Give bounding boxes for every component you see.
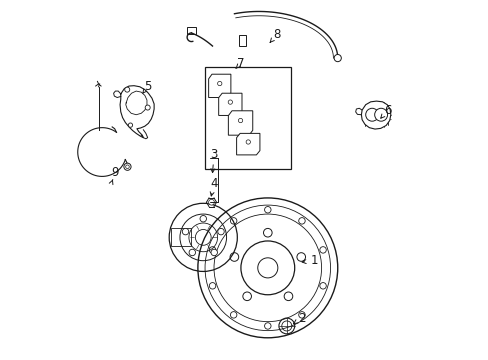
Polygon shape [218, 93, 242, 116]
Polygon shape [361, 101, 390, 129]
Bar [187, 27, 196, 34]
Bar [239, 36, 246, 46]
Circle shape [228, 100, 232, 104]
Text: 3: 3 [210, 148, 217, 161]
Text: 7: 7 [237, 57, 244, 70]
Circle shape [230, 312, 236, 318]
Circle shape [124, 87, 129, 92]
Circle shape [238, 118, 242, 123]
Polygon shape [236, 134, 260, 155]
Text: 9: 9 [111, 166, 119, 179]
Circle shape [217, 81, 222, 86]
Circle shape [208, 199, 214, 205]
Circle shape [128, 123, 132, 127]
Polygon shape [228, 111, 252, 135]
Circle shape [264, 323, 270, 329]
Text: 8: 8 [272, 28, 280, 41]
Text: 1: 1 [310, 254, 318, 267]
Polygon shape [208, 74, 230, 98]
Circle shape [319, 247, 325, 253]
Circle shape [217, 228, 224, 235]
Circle shape [145, 105, 150, 110]
Circle shape [319, 283, 325, 289]
Circle shape [264, 207, 270, 213]
Circle shape [200, 216, 206, 222]
Circle shape [245, 140, 250, 144]
Circle shape [182, 228, 188, 235]
Bar [171, 228, 190, 246]
Circle shape [333, 54, 341, 62]
Text: 6: 6 [384, 104, 391, 117]
Text: 5: 5 [143, 80, 151, 93]
Circle shape [189, 249, 195, 256]
Circle shape [365, 108, 378, 121]
Circle shape [209, 283, 215, 289]
Circle shape [123, 163, 131, 170]
Text: 2: 2 [298, 311, 305, 325]
Circle shape [298, 312, 305, 318]
Bar [204, 67, 290, 169]
Circle shape [298, 218, 305, 224]
Circle shape [230, 218, 236, 224]
Circle shape [210, 249, 217, 256]
Circle shape [209, 247, 215, 253]
Text: 4: 4 [210, 177, 217, 190]
Circle shape [374, 108, 387, 121]
Circle shape [125, 165, 129, 168]
